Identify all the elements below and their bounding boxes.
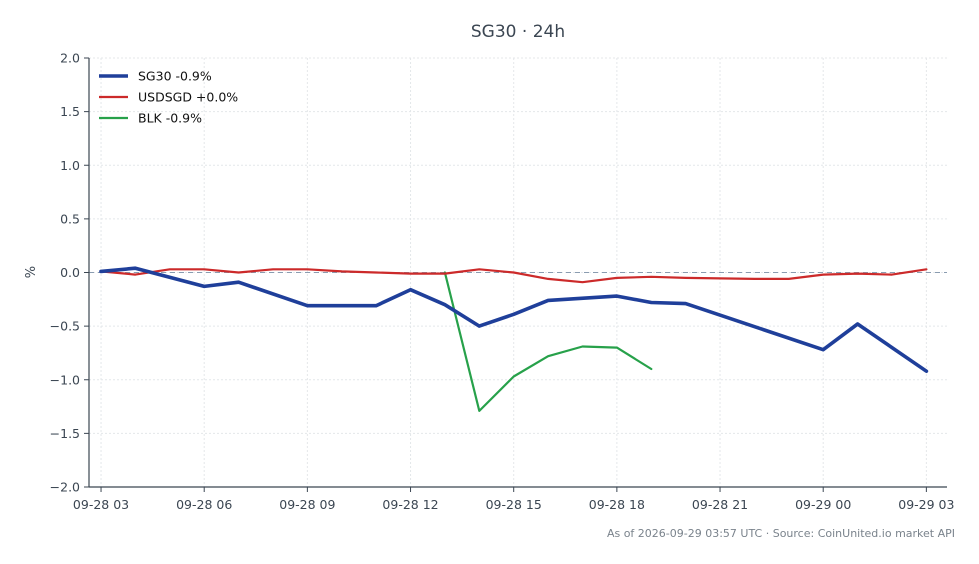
x-tick-label: 09-29 00	[795, 497, 851, 512]
series-line-0	[99, 266, 929, 373]
y-tick-label: −1.5	[50, 426, 80, 441]
y-axis-label: %	[24, 266, 39, 278]
y-tick-label: 0.0	[60, 265, 80, 280]
y-ticks: 2.0 1.5 1.0 0.5 0.0 −0.5 −1.0 −1.5 −2.0	[50, 51, 89, 495]
series-line-1	[99, 268, 928, 284]
x-tick-label: 09-28 21	[692, 497, 748, 512]
grid	[89, 57, 947, 488]
x-tick-label: 09-28 15	[486, 497, 542, 512]
y-tick-label: 0.5	[60, 211, 80, 226]
x-tick-label: 09-28 18	[589, 497, 645, 512]
x-tick-label: 09-29 03	[898, 497, 954, 512]
legend-label: SG30 -0.9%	[138, 69, 212, 84]
footer-source: As of 2026-09-29 03:57 UTC · Source: Coi…	[607, 527, 955, 540]
legend: SG30 -0.9% USDSGD +0.0% BLK -0.9%	[99, 69, 238, 126]
series-line-2	[443, 271, 653, 412]
y-tick-label: −0.5	[50, 319, 80, 334]
legend-label: BLK -0.9%	[138, 111, 202, 126]
x-tick-label: 09-28 06	[176, 497, 232, 512]
x-tick-label: 09-28 12	[382, 497, 438, 512]
x-tick-label: 09-28 09	[279, 497, 335, 512]
legend-label: USDSGD +0.0%	[138, 90, 238, 105]
x-tick-label: 09-28 03	[73, 497, 129, 512]
series-group	[99, 266, 929, 412]
y-tick-label: 1.0	[60, 158, 80, 173]
x-ticks: 09-28 03 09-28 06 09-28 09 09-28 12 09-28 15…	[73, 487, 954, 512]
chart-title: SG30 · 24h	[471, 22, 565, 42]
y-tick-label: −1.0	[50, 372, 80, 387]
y-tick-label: −2.0	[50, 480, 80, 495]
y-tick-label: 1.5	[60, 104, 80, 119]
y-tick-label: 2.0	[60, 51, 80, 66]
